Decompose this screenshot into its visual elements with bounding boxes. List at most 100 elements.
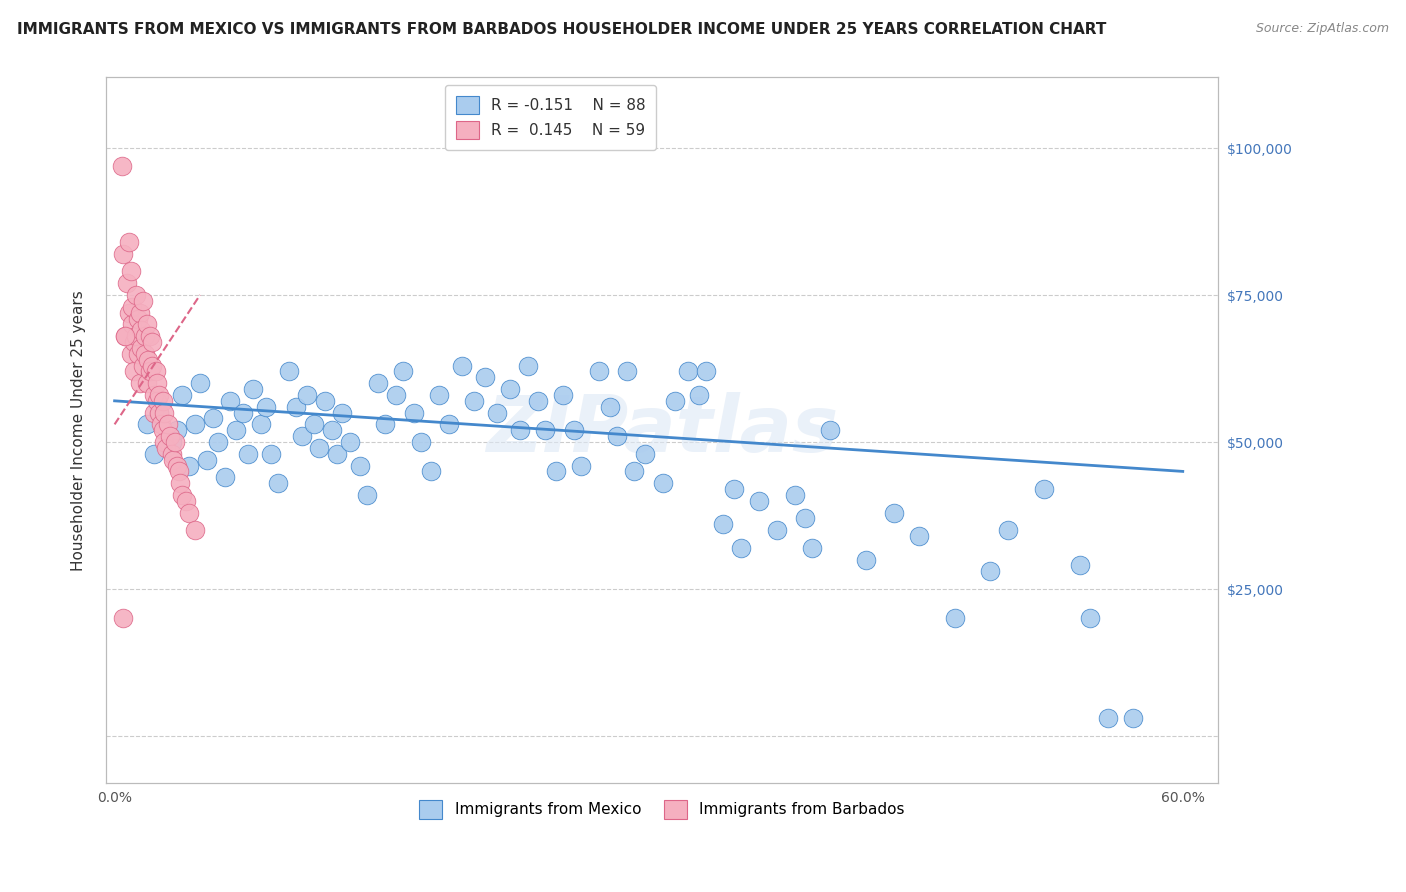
Point	[120, 347, 142, 361]
Point	[267, 476, 290, 491]
Point	[486, 406, 509, 420]
Legend: Immigrants from Mexico, Immigrants from Barbados: Immigrants from Mexico, Immigrants from …	[413, 794, 911, 825]
Point	[111, 159, 134, 173]
Point	[527, 393, 550, 408]
Point	[908, 529, 931, 543]
Point	[201, 411, 224, 425]
Point	[367, 376, 389, 391]
Point	[439, 417, 461, 432]
Point	[169, 476, 191, 491]
Point	[499, 382, 522, 396]
Point	[232, 406, 254, 420]
Point	[616, 364, 638, 378]
Point	[855, 552, 877, 566]
Point	[730, 541, 752, 555]
Point	[128, 305, 150, 319]
Point	[122, 334, 145, 349]
Point	[165, 435, 187, 450]
Point	[207, 435, 229, 450]
Point	[450, 359, 472, 373]
Point	[295, 388, 318, 402]
Point	[132, 293, 155, 308]
Point	[534, 423, 557, 437]
Point	[474, 370, 496, 384]
Point	[374, 417, 396, 432]
Point	[148, 406, 170, 420]
Point	[783, 488, 806, 502]
Point	[339, 435, 361, 450]
Point	[152, 423, 174, 437]
Point	[664, 393, 686, 408]
Point	[695, 364, 717, 378]
Point	[546, 464, 568, 478]
Point	[385, 388, 408, 402]
Point	[139, 364, 162, 378]
Point	[427, 388, 450, 402]
Point	[114, 329, 136, 343]
Y-axis label: Householder Income Under 25 years: Householder Income Under 25 years	[72, 290, 86, 571]
Point	[134, 347, 156, 361]
Point	[125, 329, 148, 343]
Text: Source: ZipAtlas.com: Source: ZipAtlas.com	[1256, 22, 1389, 36]
Point	[285, 400, 308, 414]
Point	[153, 435, 176, 450]
Point	[290, 429, 312, 443]
Point	[152, 393, 174, 408]
Point	[135, 318, 157, 332]
Point	[219, 393, 242, 408]
Point	[599, 400, 621, 414]
Point	[128, 376, 150, 391]
Point	[278, 364, 301, 378]
Point	[214, 470, 236, 484]
Point	[254, 400, 277, 414]
Point	[172, 388, 194, 402]
Point	[302, 417, 325, 432]
Point	[236, 447, 259, 461]
Point	[606, 429, 628, 443]
Point	[146, 376, 169, 391]
Point	[569, 458, 592, 473]
Point	[160, 447, 183, 461]
Point	[1032, 482, 1054, 496]
Point	[651, 476, 673, 491]
Point	[129, 341, 152, 355]
Point	[138, 352, 160, 367]
Point	[159, 429, 181, 443]
Point	[115, 277, 138, 291]
Point	[112, 611, 135, 625]
Point	[172, 488, 194, 502]
Point	[997, 523, 1019, 537]
Point	[723, 482, 745, 496]
Point	[127, 347, 149, 361]
Point	[943, 611, 966, 625]
Point	[242, 382, 264, 396]
Point	[1122, 711, 1144, 725]
Point	[326, 447, 349, 461]
Point	[321, 423, 343, 437]
Point	[188, 376, 211, 391]
Point	[148, 406, 170, 420]
Point	[409, 435, 432, 450]
Point	[179, 458, 201, 473]
Point	[249, 417, 271, 432]
Point	[166, 458, 188, 473]
Point	[167, 464, 190, 478]
Text: IMMIGRANTS FROM MEXICO VS IMMIGRANTS FROM BARBADOS HOUSEHOLDER INCOME UNDER 25 Y: IMMIGRANTS FROM MEXICO VS IMMIGRANTS FRO…	[17, 22, 1107, 37]
Point	[801, 541, 824, 555]
Point	[260, 447, 283, 461]
Point	[588, 364, 610, 378]
Point	[820, 423, 842, 437]
Text: ZIPatlas: ZIPatlas	[486, 392, 838, 468]
Point	[118, 305, 141, 319]
Point	[225, 423, 247, 437]
Point	[402, 406, 425, 420]
Point	[183, 417, 205, 432]
Point	[1097, 711, 1119, 725]
Point	[118, 235, 141, 249]
Point	[149, 417, 172, 432]
Point	[142, 406, 165, 420]
Point	[794, 511, 817, 525]
Point	[160, 435, 183, 450]
Point	[174, 493, 197, 508]
Point	[766, 523, 789, 537]
